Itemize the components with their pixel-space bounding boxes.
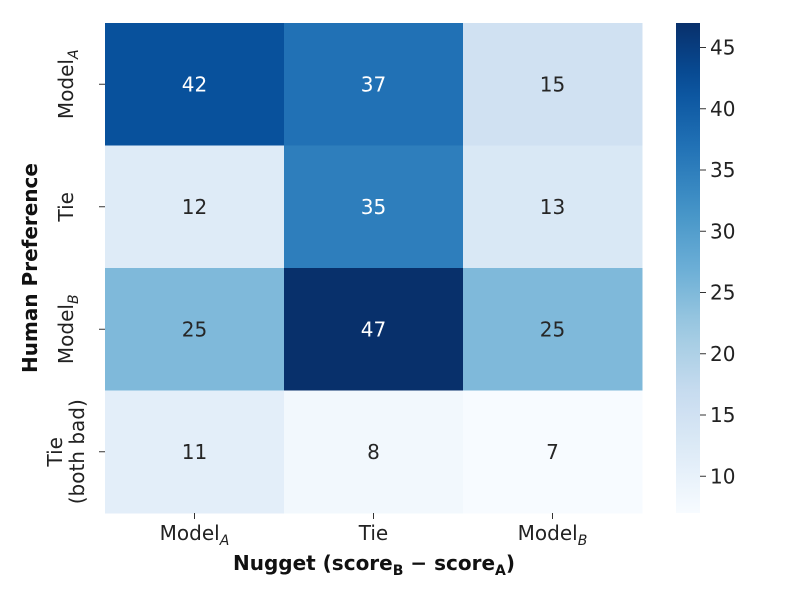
cell-value-label: 12 — [182, 195, 207, 219]
y-tick-label: (both bad) — [65, 399, 89, 504]
colorbar-tick-label: 40 — [710, 97, 735, 121]
heatmap-cell — [284, 145, 464, 269]
colorbar-tick-label: 10 — [710, 464, 735, 488]
colorbar-gradient — [676, 23, 700, 513]
x-axis-label: Nugget (scoreB − scoreA) — [233, 551, 515, 579]
heatmap-cell — [463, 23, 643, 146]
cell-value-label: 25 — [182, 317, 207, 341]
cell-value-label: 11 — [182, 440, 207, 464]
cell-value-label: 13 — [540, 195, 565, 219]
y-tick-label: ModelA — [54, 49, 82, 119]
x-tick-label: ModelA — [160, 521, 230, 549]
x-tick-label: Tie — [358, 521, 388, 545]
y-tick-label: ModelB — [54, 294, 82, 364]
x-tick-label: ModelB — [518, 521, 588, 549]
heatmap-cell — [105, 145, 285, 269]
cell-value-label: 37 — [361, 72, 386, 96]
heatmap-cell — [463, 145, 643, 269]
heatmap-cell — [105, 268, 285, 391]
heatmap-cell — [463, 390, 643, 514]
x-axis-ticks: ModelA Tie ModelB — [160, 513, 588, 549]
cell-value-label: 42 — [182, 72, 207, 96]
y-tick-label: Tie — [54, 192, 78, 222]
heatmap-cell — [463, 268, 643, 391]
cell-value-label: 47 — [361, 317, 386, 341]
cell-value-label: 8 — [367, 440, 380, 464]
heatmap-cells: 42 37 15 12 35 13 25 47 25 11 8 7 — [105, 23, 643, 514]
colorbar-tick-label: 15 — [710, 403, 735, 427]
cell-value-label: 25 — [540, 317, 565, 341]
colorbar-tick-label: 25 — [710, 281, 735, 305]
y-axis-label: Human Preference — [18, 163, 42, 373]
cell-value-label: 35 — [361, 195, 386, 219]
heatmap-cell — [284, 390, 464, 514]
colorbar-tick-label: 35 — [710, 158, 735, 182]
cell-value-label: 15 — [540, 72, 565, 96]
y-tick-label: Tie — [43, 437, 67, 467]
cell-value-label: 7 — [546, 440, 559, 464]
heatmap-cell — [284, 23, 464, 146]
colorbar: 10 15 20 25 30 35 40 45 — [676, 23, 735, 513]
colorbar-tick-label: 30 — [710, 219, 735, 243]
heatmap-cell — [105, 23, 285, 146]
colorbar-tick-label: 20 — [710, 342, 735, 366]
heatmap-cell — [105, 390, 285, 514]
colorbar-tick-label: 45 — [710, 36, 735, 60]
heatmap-cell — [284, 268, 464, 391]
